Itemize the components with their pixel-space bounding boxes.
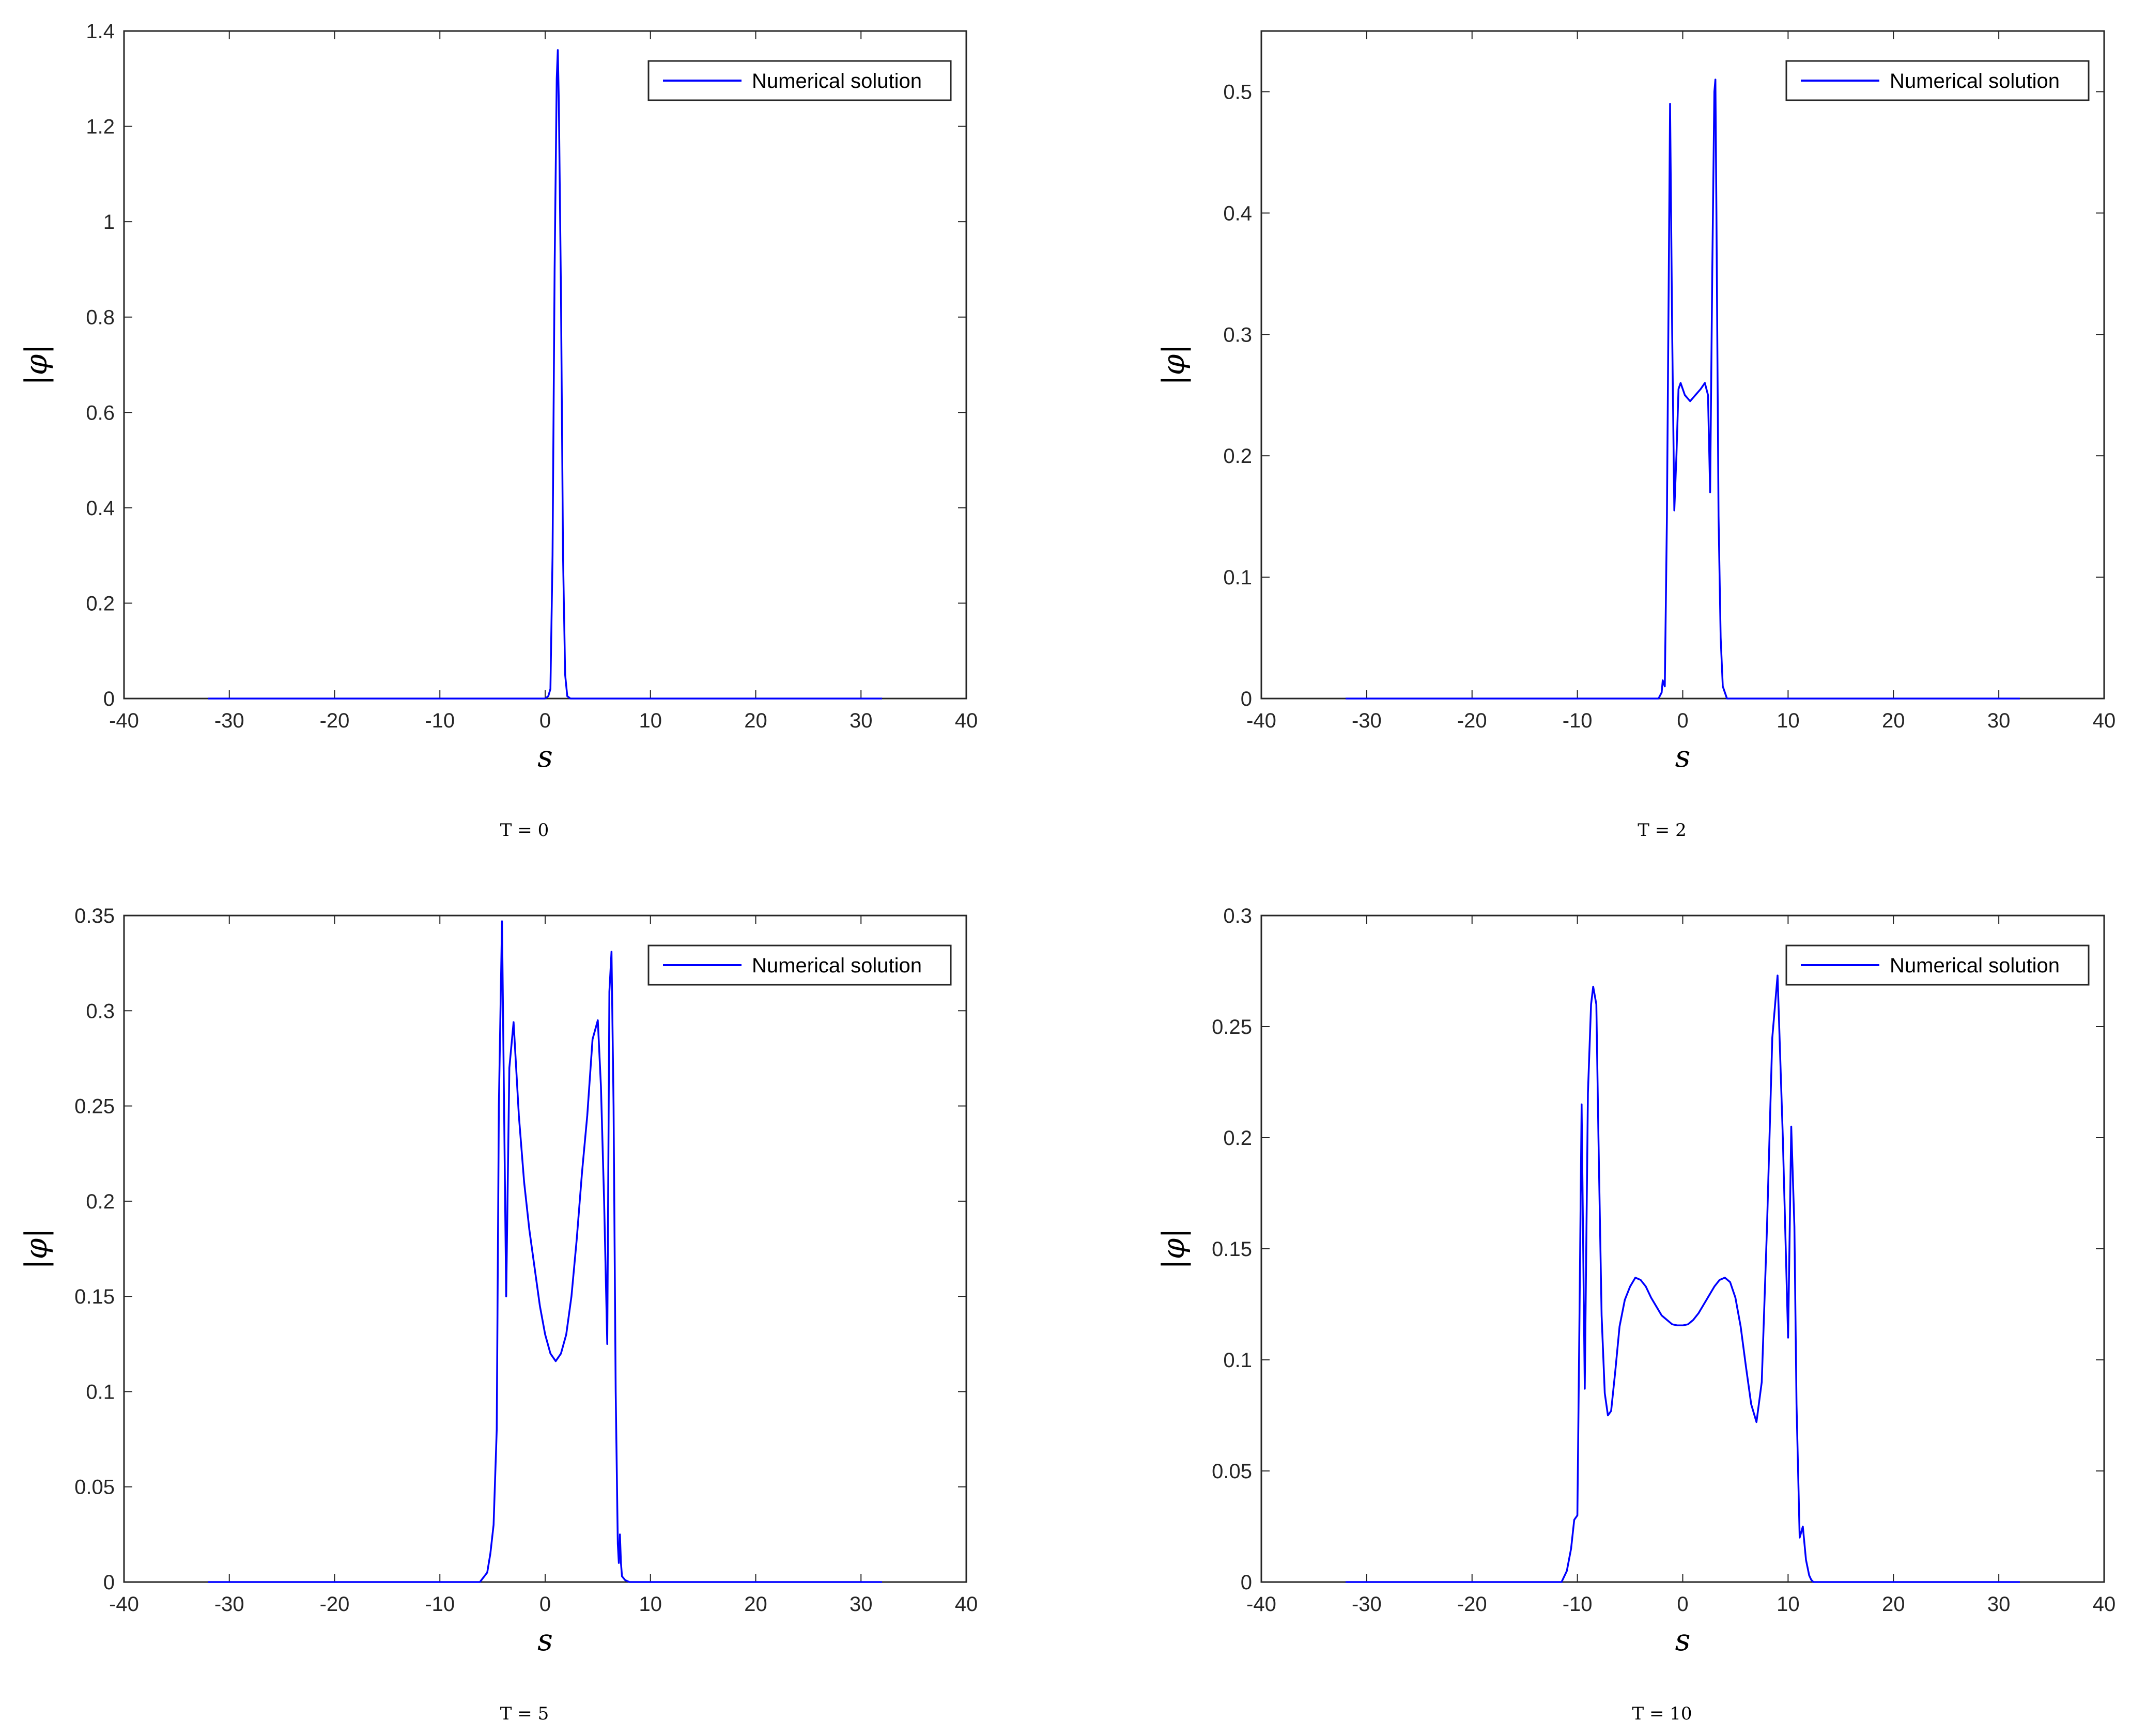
x-tick-label: 10 xyxy=(639,1593,662,1616)
x-tick-label: 20 xyxy=(1882,709,1905,732)
x-tick-label: 30 xyxy=(1987,1593,2011,1616)
y-tick-label: 0.25 xyxy=(74,1095,115,1118)
y-tick-label: 0 xyxy=(1241,688,1252,710)
y-tick-label: 0.2 xyxy=(1223,1127,1252,1150)
panel-4: -40 -30 -20 -10 0 10 20 30 40 0 0.05 0.1 0.15 0.2 0.25… xyxy=(1156,905,2115,1724)
panel-caption: T = 2 xyxy=(1638,820,1686,841)
plot-area xyxy=(123,915,967,1583)
x-tick-label: 40 xyxy=(955,709,978,732)
series-line-1 xyxy=(1346,974,2020,1583)
y-tick-label: 0.3 xyxy=(1223,905,1252,927)
x-tick-label: -40 xyxy=(109,1593,139,1616)
x-tick-label: -30 xyxy=(1352,1593,1382,1616)
panel-1: -40 -30 -20 -10 0 10 20 30 40 0 0.2 0.4 0.6 0.8 1 1.2 1.… xyxy=(19,20,978,841)
y-tick-label: 0 xyxy=(103,1571,115,1594)
x-tick-label: 10 xyxy=(1777,1593,1800,1616)
x-tick-label: 20 xyxy=(1882,1593,1905,1616)
x-tick-label: 30 xyxy=(850,709,873,732)
y-tick-label: 0.6 xyxy=(86,401,115,424)
y-tick-label: 0.2 xyxy=(1223,445,1252,468)
y-tick-label: 0 xyxy=(103,688,115,710)
legend-label: Numerical solution xyxy=(1890,70,2060,92)
x-axis-label: s xyxy=(1675,739,1691,774)
y-tick-label: 0.1 xyxy=(86,1381,115,1403)
x-tick-label: -20 xyxy=(1457,709,1487,732)
x-tick-label: 20 xyxy=(744,709,767,732)
y-tick-label: 0.15 xyxy=(74,1285,115,1308)
series-line-1 xyxy=(1346,79,2020,700)
panel-caption: T = 0 xyxy=(500,820,549,841)
x-axis-label: s xyxy=(537,739,553,774)
y-tick-label: 0.4 xyxy=(1223,202,1252,225)
panel-caption: T = 5 xyxy=(500,1703,549,1724)
series-line-1 xyxy=(208,920,882,1583)
y-axis-label: |φ| xyxy=(1156,1228,1191,1269)
x-tick-label: -20 xyxy=(1457,1593,1487,1616)
x-tick-label: 30 xyxy=(850,1593,873,1616)
x-tick-label: 0 xyxy=(1677,1593,1688,1616)
x-tick-label: 30 xyxy=(1987,709,2011,732)
legend: Numerical solution xyxy=(647,60,952,101)
legend: Numerical solution xyxy=(1785,944,2090,986)
panel-caption: T = 10 xyxy=(1632,1703,1692,1724)
y-tick-label: 0.15 xyxy=(1212,1238,1252,1261)
x-tick-label: -20 xyxy=(320,709,350,732)
y-tick-label: 0.3 xyxy=(86,1000,115,1022)
x-tick-label: -20 xyxy=(320,1593,350,1616)
x-tick-label: 10 xyxy=(1777,709,1800,732)
legend: Numerical solution xyxy=(1785,60,2090,101)
y-axis-label: |φ| xyxy=(1156,344,1191,385)
x-tick-label: 40 xyxy=(2093,1593,2116,1616)
y-tick-label: 0.5 xyxy=(1223,81,1252,103)
legend-label: Numerical solution xyxy=(752,954,922,977)
y-tick-label: 0.2 xyxy=(86,1190,115,1213)
x-tick-label: -10 xyxy=(425,709,455,732)
plot-area xyxy=(1260,30,2105,700)
y-tick-label: 0.1 xyxy=(1223,1349,1252,1372)
x-tick-label: 40 xyxy=(955,1593,978,1616)
legend-label: Numerical solution xyxy=(752,70,922,92)
plot-area xyxy=(1260,915,2105,1583)
series-line-1 xyxy=(208,49,882,700)
y-tick-label: 0 xyxy=(1241,1571,1252,1594)
y-tick-label: 0.1 xyxy=(1223,566,1252,589)
y-tick-label: 0.4 xyxy=(86,497,115,520)
x-axis-label: s xyxy=(1675,1622,1691,1657)
x-tick-label: -40 xyxy=(109,709,139,732)
x-tick-label: -30 xyxy=(214,709,244,732)
x-tick-label: -10 xyxy=(1563,1593,1593,1616)
x-tick-label: 10 xyxy=(639,709,662,732)
y-tick-label: 1 xyxy=(103,211,115,234)
y-tick-label: 0.25 xyxy=(1212,1016,1252,1038)
x-tick-label: 0 xyxy=(1677,709,1688,732)
y-tick-label: 1.4 xyxy=(86,20,115,43)
plot-area xyxy=(123,30,967,700)
x-tick-label: -10 xyxy=(425,1593,455,1616)
y-tick-label: 0.05 xyxy=(1212,1460,1252,1483)
y-tick-label: 0.3 xyxy=(1223,323,1252,346)
x-tick-label: -10 xyxy=(1563,709,1593,732)
legend-label: Numerical solution xyxy=(1890,954,2060,977)
y-tick-label: 1.2 xyxy=(86,116,115,138)
y-tick-label: 0.8 xyxy=(86,306,115,329)
x-tick-label: -40 xyxy=(1246,1593,1276,1616)
panel-2: -40 -30 -20 -10 0 10 20 30 40 0 0.1 0.2 0.3 0.4 0.5 s |φ… xyxy=(1156,30,2116,841)
x-tick-label: -30 xyxy=(214,1593,244,1616)
legend: Numerical solution xyxy=(647,944,952,986)
x-tick-label: 0 xyxy=(539,709,551,732)
y-tick-label: 0.05 xyxy=(74,1476,115,1499)
y-tick-label: 0.35 xyxy=(74,905,115,927)
x-tick-label: 40 xyxy=(2093,709,2116,732)
y-axis-label: |φ| xyxy=(19,344,54,385)
x-tick-label: -30 xyxy=(1352,709,1382,732)
x-tick-label: -40 xyxy=(1246,709,1276,732)
y-axis-label: |φ| xyxy=(19,1228,54,1269)
panel-3: -40 -30 -20 -10 0 10 20 30 40 0 0.05 0.1 0.15 0.2 0.25… xyxy=(19,905,978,1724)
y-tick-label: 0.2 xyxy=(86,592,115,615)
x-tick-label: 20 xyxy=(744,1593,767,1616)
x-tick-label: 0 xyxy=(539,1593,551,1616)
x-axis-label: s xyxy=(537,1622,553,1657)
